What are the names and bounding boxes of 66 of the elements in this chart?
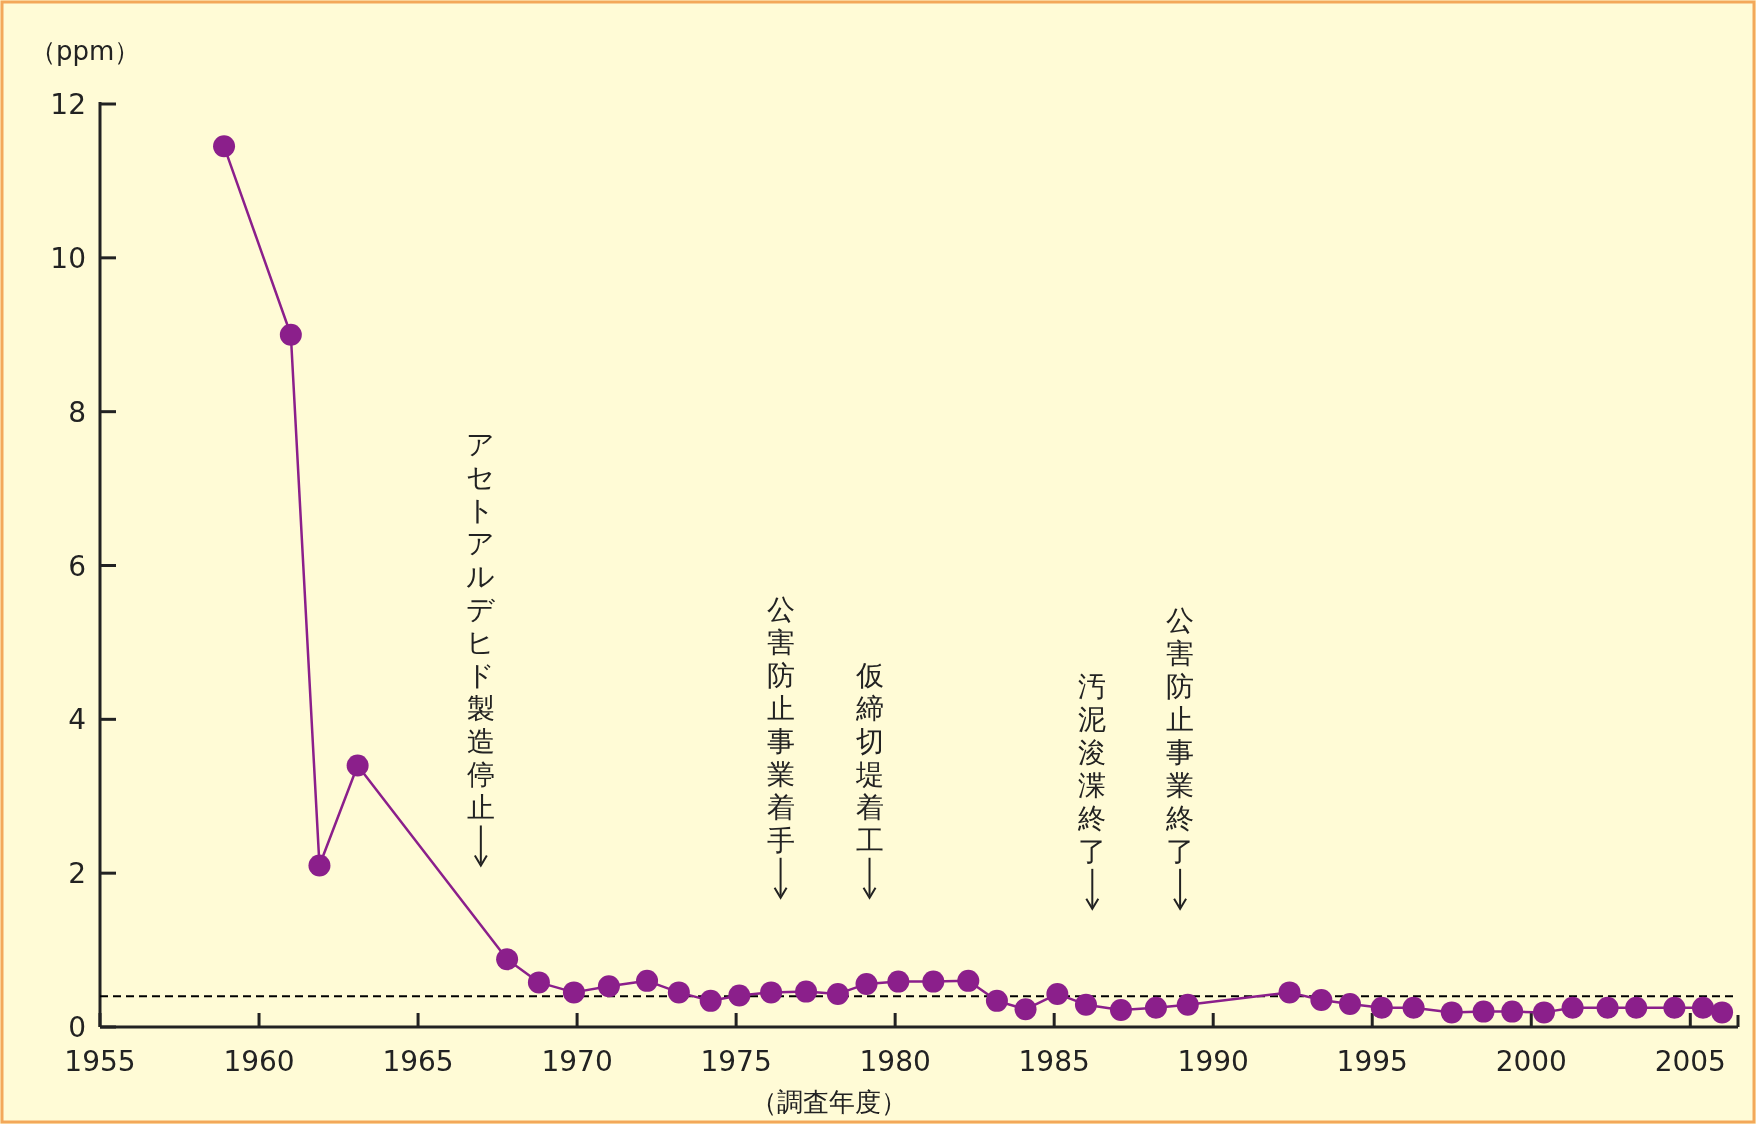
y-axis-title: （ppm）	[30, 36, 141, 66]
point	[346, 754, 369, 777]
point	[213, 135, 236, 158]
annotation: 公害防止事業終了	[1165, 603, 1195, 868]
point	[279, 323, 302, 346]
point	[1014, 998, 1037, 1021]
x-tick-label: 1985	[1018, 1045, 1090, 1078]
point	[1310, 989, 1333, 1012]
point	[636, 969, 659, 992]
point	[1663, 996, 1686, 1019]
point	[496, 948, 519, 971]
x-tick-label: 1980	[859, 1045, 931, 1078]
point	[985, 989, 1008, 1012]
point	[826, 982, 849, 1005]
point	[1561, 996, 1584, 1019]
annotation: 公害防止事業着手	[766, 592, 795, 857]
point	[1472, 1000, 1495, 1023]
y-tick-label: 12	[50, 88, 86, 121]
x-tick-label: 1960	[223, 1045, 295, 1078]
point	[1046, 982, 1069, 1005]
point	[795, 980, 818, 1003]
y-tick-label: 4	[68, 703, 86, 737]
x-tick-label: 2005	[1654, 1045, 1726, 1078]
point	[1074, 993, 1097, 1016]
point	[562, 981, 585, 1004]
point	[1370, 996, 1393, 1019]
point	[308, 854, 331, 877]
y-tick-label: 6	[68, 549, 86, 583]
point	[527, 971, 550, 994]
point	[1532, 1001, 1555, 1024]
annotation: 仮締切堤着工	[854, 658, 884, 857]
point	[760, 981, 783, 1004]
y-tick-label: 2	[68, 857, 86, 891]
point	[957, 969, 980, 992]
point	[855, 972, 878, 995]
x-axis-title: （調査年度）	[751, 1087, 907, 1117]
point	[1338, 992, 1361, 1015]
point	[1278, 981, 1301, 1004]
point	[1596, 996, 1619, 1019]
text: アセトアルデヒド製造停止	[466, 428, 496, 825]
point	[887, 970, 910, 993]
point	[1711, 1001, 1734, 1024]
point	[667, 981, 690, 1004]
x-tick-label: 2000	[1495, 1045, 1567, 1078]
x-tick-label: 1990	[1177, 1045, 1249, 1078]
point	[1402, 996, 1425, 1019]
x-tick-label: 1955	[64, 1045, 136, 1078]
point	[1501, 1000, 1524, 1023]
point	[1625, 996, 1648, 1019]
annotation: 汚泥浚渫終了	[1077, 669, 1107, 868]
point	[1440, 1001, 1463, 1024]
y-tick-label: 10	[50, 241, 86, 275]
x-tick-label: 1995	[1336, 1045, 1408, 1078]
point	[728, 984, 751, 1007]
y-tick-label: 8	[68, 395, 86, 429]
x-tick-label: 1975	[700, 1045, 772, 1078]
point	[597, 975, 620, 998]
point	[699, 989, 722, 1012]
point	[1176, 993, 1199, 1016]
point	[1109, 999, 1132, 1022]
point	[922, 970, 945, 993]
point	[1692, 996, 1715, 1019]
y-tick-label: 0	[68, 1011, 86, 1044]
point	[1144, 996, 1167, 1019]
x-tick-label: 1970	[541, 1045, 613, 1078]
x-tick-label: 1965	[382, 1045, 454, 1078]
